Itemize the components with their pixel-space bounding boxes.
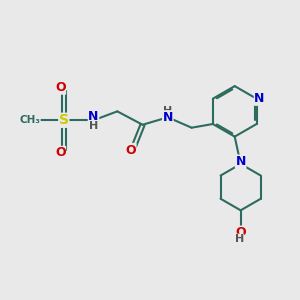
Text: O: O (55, 81, 66, 94)
Text: H: H (89, 121, 98, 131)
Text: CH₃: CH₃ (19, 115, 40, 125)
Text: S: S (59, 113, 69, 127)
Text: O: O (55, 146, 66, 160)
Text: N: N (88, 110, 99, 123)
Text: O: O (235, 226, 246, 239)
Text: N: N (254, 92, 265, 105)
Text: O: O (125, 143, 136, 157)
Text: N: N (236, 155, 246, 168)
Text: H: H (235, 234, 244, 244)
Text: H: H (163, 106, 172, 116)
Text: N: N (163, 111, 173, 124)
